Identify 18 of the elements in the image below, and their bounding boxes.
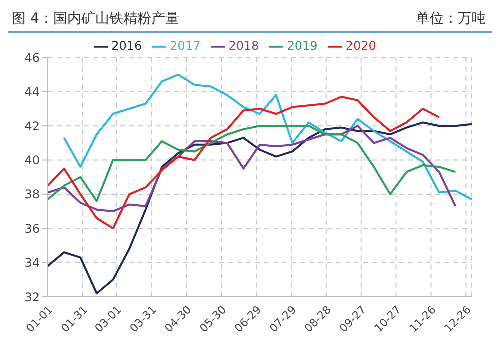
chart-title: 图 4：国内矿山铁精粉产量 (12, 10, 180, 28)
y-tick-label: 32 (24, 290, 40, 304)
y-tick-label: 38 (24, 188, 40, 202)
y-tick-label: 34 (24, 256, 40, 270)
y-tick-label: 42 (24, 119, 40, 134)
y-axis-title: 单位：万吨 (416, 10, 486, 28)
legend-label: 2020 (346, 39, 376, 53)
legend-label: 2017 (170, 39, 201, 53)
y-tick-label: 44 (24, 85, 40, 100)
line-series (48, 122, 472, 295)
line-series (63, 74, 472, 201)
y-tick-label: 46 (24, 50, 40, 65)
legend-label: 2016 (112, 39, 142, 53)
line-series (48, 96, 440, 230)
legend-label: 2019 (287, 39, 318, 53)
y-tick-label: 36 (24, 222, 40, 236)
legend-label: 2018 (228, 39, 260, 53)
y-tick-label: 40 (24, 154, 40, 168)
